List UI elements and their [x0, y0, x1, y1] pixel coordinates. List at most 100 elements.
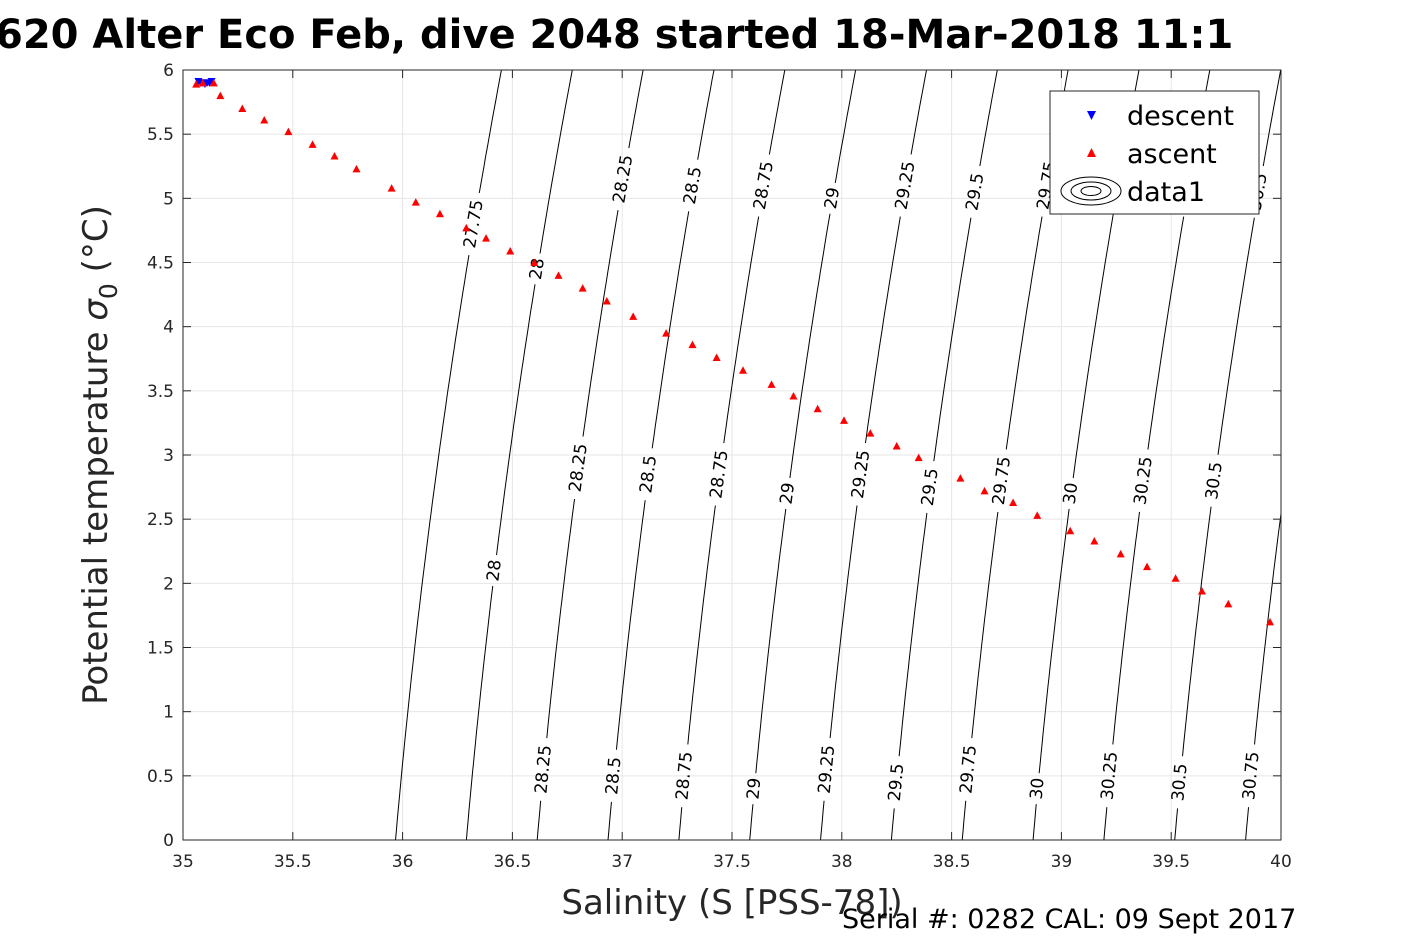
isopycnal-line: [536, 70, 644, 840]
isopycnal-line: [395, 70, 502, 840]
isopycnal-line: [749, 70, 857, 840]
ascent-point: [1033, 511, 1042, 519]
x-tick-label: 38.5: [933, 852, 971, 872]
isopycnal-line: [820, 70, 927, 840]
isopycnal-line: [890, 70, 998, 840]
ascent-point: [767, 380, 776, 388]
ascent-point: [506, 246, 515, 255]
contour-label: 29.5: [918, 467, 943, 507]
y-axis-label: Potential temperature σ0 (°C): [76, 205, 123, 705]
contour-label: 30: [1060, 481, 1083, 505]
ascent-point: [435, 209, 444, 218]
contour-label: 30.5: [1168, 763, 1191, 803]
legend-data1: data1: [1127, 177, 1205, 208]
y-tick-label: 1.5: [147, 639, 174, 659]
isopycnal-line: [1316, 70, 1417, 840]
y-tick-label: 0.5: [147, 767, 174, 787]
isopycnal-line: [465, 70, 573, 840]
y-tick-label: 4: [163, 318, 174, 338]
ascent-point: [284, 127, 293, 136]
ascent-point: [956, 474, 965, 482]
ascent-point: [198, 78, 207, 87]
x-tick-label: 40: [1270, 852, 1292, 872]
ascent-point: [578, 284, 587, 292]
ascent-point: [602, 297, 611, 305]
ascent-point: [1224, 599, 1233, 608]
ascent-point: [712, 353, 721, 361]
legend-ascent-marker: [1087, 148, 1096, 157]
x-tick-label: 35: [172, 852, 194, 872]
contour-label: 29.25: [815, 744, 840, 794]
axis-ticks: 35 35.5 36 36.5 37 37.5 38 38.5 39 39.5 4000.511.5…: [147, 61, 1292, 872]
ascent-point: [1090, 536, 1099, 545]
x-tick-label: 38: [831, 852, 853, 872]
ascent-point: [629, 312, 638, 320]
legend-ascent: ascent: [1127, 139, 1217, 170]
ascent-point: [260, 116, 269, 124]
y-tick-label: 2: [163, 574, 174, 594]
footer-serial-cal: Serial #: 0282 CAL: 09 Sept 2017: [842, 904, 1296, 935]
contour-label: 30.5: [1202, 461, 1227, 501]
x-tick-label: 39.5: [1152, 852, 1190, 872]
ascent-point: [330, 151, 339, 160]
legend-box: [1049, 90, 1260, 215]
ascent-point: [839, 416, 848, 424]
ascent-point: [1197, 587, 1206, 595]
contour-label: 30.25: [1098, 751, 1123, 801]
ascent-point: [482, 234, 491, 242]
y-tick-label: 5: [163, 189, 174, 209]
isopycnal-line: [678, 70, 786, 840]
ascent-point: [308, 140, 317, 148]
contour-label: 29: [743, 777, 765, 800]
x-tick-label: 37: [611, 852, 633, 872]
legend-descent-marker: [1087, 111, 1096, 120]
ascent-point: [387, 184, 396, 192]
ascent-point: [209, 78, 218, 87]
isopycnal-line: [961, 70, 1069, 840]
y-tick-label: 0: [163, 831, 174, 851]
contour-label: 29: [821, 186, 844, 211]
ascent-point: [1066, 526, 1075, 535]
y-tick-label: 5.5: [147, 125, 174, 145]
y-tick-label: 1: [163, 703, 174, 723]
contour-label: 28.75: [672, 751, 697, 801]
ascent-point: [1143, 562, 1152, 571]
isopycnal-line: [1387, 70, 1417, 840]
ascent-point: [192, 80, 201, 88]
ascent-point: [1116, 549, 1125, 558]
x-tick-label: 35.5: [274, 852, 312, 872]
ascent-point: [738, 366, 747, 374]
y-tick-label: 2.5: [147, 510, 174, 530]
ascent-point: [216, 91, 225, 100]
ascent-point: [411, 198, 420, 206]
contour-label: 28: [483, 559, 505, 583]
ascent-point: [813, 404, 822, 413]
legend: descent ascent data1: [1049, 90, 1260, 215]
ascent-point: [914, 453, 923, 462]
y-tick-label: 3.5: [147, 382, 174, 402]
y-tick-label: 4.5: [147, 254, 174, 274]
ascent-point: [238, 104, 247, 112]
contour-label: 28: [526, 257, 549, 282]
y-tick-label: 6: [163, 61, 174, 81]
x-tick-label: 36: [392, 852, 414, 872]
legend-descent: descent: [1127, 101, 1234, 132]
ascent-point: [866, 429, 875, 437]
isopycnal-line: [1245, 509, 1281, 840]
ascent-point: [662, 329, 671, 337]
isopycnal-line: [607, 70, 715, 840]
ascent-point: [554, 271, 563, 279]
ascent-point: [1266, 617, 1275, 626]
ascent-point: [1009, 498, 1018, 506]
chart-title: 620 Alter Eco Feb, dive 2048 started 18-…: [0, 12, 1233, 58]
x-axis-label: Salinity (S [PSS-78]): [561, 883, 902, 923]
contour-label: 30.75: [1239, 751, 1264, 801]
ascent-point: [980, 486, 989, 495]
ascent-point: [789, 391, 798, 400]
ascent-point: [530, 258, 539, 266]
contour-label: 30: [1027, 777, 1049, 800]
legend-contour-icon: [1060, 176, 1122, 206]
ascent-point: [1171, 574, 1180, 582]
contour-label: 28.25: [531, 744, 556, 794]
